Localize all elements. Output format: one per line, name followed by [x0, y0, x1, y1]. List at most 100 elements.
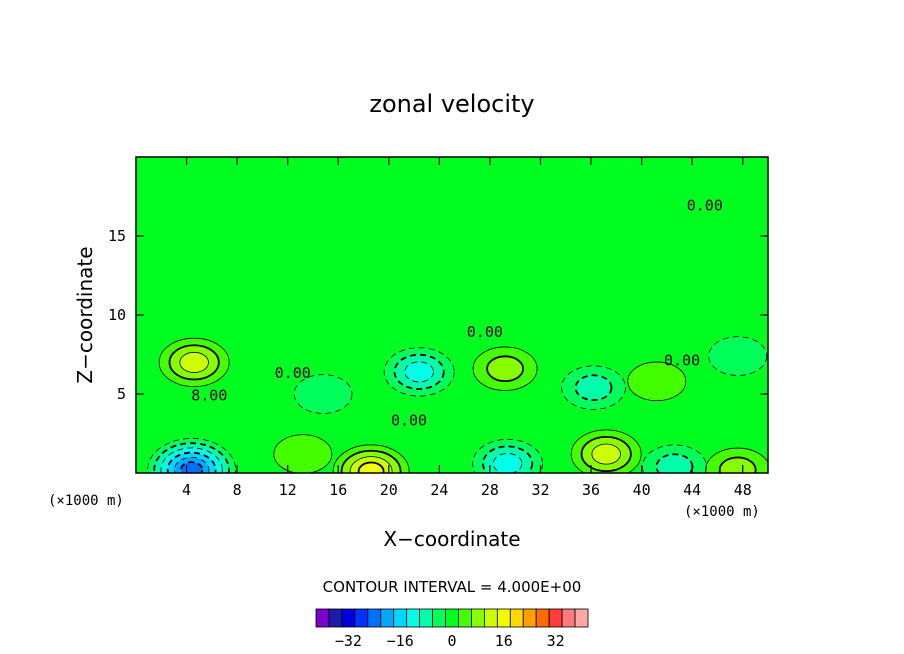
colorbar-swatch	[315, 608, 330, 628]
contour-line	[561, 365, 626, 410]
contour-line	[340, 449, 402, 473]
x-axis-label: X−coordinate	[383, 527, 520, 551]
y-ticks: 5 10 15	[108, 227, 768, 403]
contour-labels: 0.00 0.00 0.00 0.00 0.00 8.00	[191, 197, 723, 430]
contour-band	[708, 336, 767, 376]
contour-line	[570, 429, 642, 473]
y-tick-label: 15	[108, 227, 126, 245]
contour-line	[180, 461, 204, 473]
contour-line	[486, 355, 524, 383]
contour-line	[158, 337, 230, 387]
x-unit-left: (×1000 m)	[48, 493, 124, 509]
colorbar-swatch	[471, 608, 485, 628]
colorbar-tick-label: 0	[447, 632, 456, 650]
contour-line	[383, 347, 455, 397]
contour-label: 0.00	[275, 364, 311, 382]
x-tick-label: 16	[329, 481, 347, 499]
contour-line	[591, 443, 621, 465]
colorbar-swatch	[354, 608, 369, 628]
colorbar-tick-label: −16	[387, 632, 414, 650]
contour-band	[273, 434, 332, 473]
contour-band	[404, 361, 434, 382]
colorbar-swatch	[367, 608, 382, 628]
colorbar-swatch	[393, 608, 408, 628]
colorbar-tick-label: 32	[547, 632, 565, 650]
contour-line	[168, 344, 220, 381]
colorbar-tick-label: −32	[335, 632, 362, 650]
x-unit-right: (×1000 m)	[684, 504, 760, 520]
x-tick-label: 48	[734, 481, 752, 499]
contour-band	[719, 457, 756, 473]
contour-line	[179, 351, 209, 373]
colorbar-swatch	[483, 608, 498, 628]
contour-line	[273, 434, 333, 473]
colorbar-swatch	[522, 608, 537, 628]
contour-line	[153, 442, 230, 473]
contour-band	[575, 375, 612, 401]
contour-fills	[147, 336, 768, 473]
plot-background	[136, 157, 768, 473]
contour-band	[179, 352, 209, 373]
colorbar-swatch	[341, 608, 356, 628]
x-tick-label: 12	[279, 481, 297, 499]
contour-line	[642, 444, 707, 473]
contour-lines	[147, 336, 768, 473]
contour-band	[591, 443, 621, 465]
contour-band	[294, 374, 353, 414]
contour-line	[472, 346, 538, 391]
colorbar	[315, 608, 589, 628]
colorbar-tick-label: 16	[495, 632, 513, 650]
contour-interval-text: CONTOUR INTERVAL = 4.000E+00	[323, 578, 582, 596]
x-tick-label: 44	[683, 481, 701, 499]
chart-title: zonal velocity	[369, 90, 534, 118]
contour-line	[580, 436, 632, 473]
y-axis-label: Z−coordinate	[73, 246, 97, 383]
contour-label: 0.00	[467, 323, 503, 341]
colorbar-swatch	[328, 608, 343, 628]
x-ticks: 4 8 12 16 20 24 28 32 36 40 44 48	[182, 157, 752, 499]
x-tick-label: 32	[531, 481, 549, 499]
colorbar-swatch	[548, 608, 563, 628]
contour-line	[332, 444, 410, 473]
colorbar-swatch	[419, 608, 433, 628]
contour-label: 0.00	[687, 197, 723, 215]
contour-line	[705, 447, 768, 473]
contour-line	[160, 447, 223, 473]
contour-line	[472, 438, 544, 473]
contour-line	[173, 456, 210, 473]
contour-label: 8.00	[191, 386, 227, 404]
colorbar-swatch	[574, 608, 589, 628]
y-tick-label: 10	[108, 306, 126, 324]
colorbar-swatch	[432, 608, 446, 628]
contour-line	[627, 361, 687, 402]
contour-line	[166, 451, 217, 473]
contour-line	[349, 456, 393, 473]
contour-label: 0.00	[391, 412, 427, 430]
colorbar-swatch	[445, 608, 459, 628]
colorbar-swatch	[496, 608, 511, 628]
colorbar-swatch	[509, 608, 524, 628]
contour-line	[393, 353, 445, 390]
colorbar-swatch	[406, 608, 421, 628]
contour-line	[293, 374, 353, 414]
x-tick-label: 28	[481, 481, 499, 499]
x-tick-label: 8	[233, 481, 242, 499]
contour-line	[574, 374, 613, 401]
contour-line	[147, 438, 237, 473]
contour-band	[487, 356, 524, 382]
x-tick-label: 4	[182, 481, 191, 499]
x-tick-label: 36	[582, 481, 600, 499]
contour-line	[404, 361, 434, 383]
colorbar-swatch	[561, 608, 576, 628]
colorbar-swatch	[380, 608, 395, 628]
contour-line	[492, 453, 523, 473]
contour-line	[708, 336, 768, 376]
colorbar-tick-labels: −32 −16 0 16 32	[335, 632, 565, 650]
contour-band	[358, 462, 384, 473]
x-tick-label: 40	[633, 481, 651, 499]
contour-label: 0.00	[664, 352, 700, 370]
contour-band	[493, 453, 522, 473]
contour-line	[718, 456, 757, 473]
contour-line	[482, 445, 534, 473]
